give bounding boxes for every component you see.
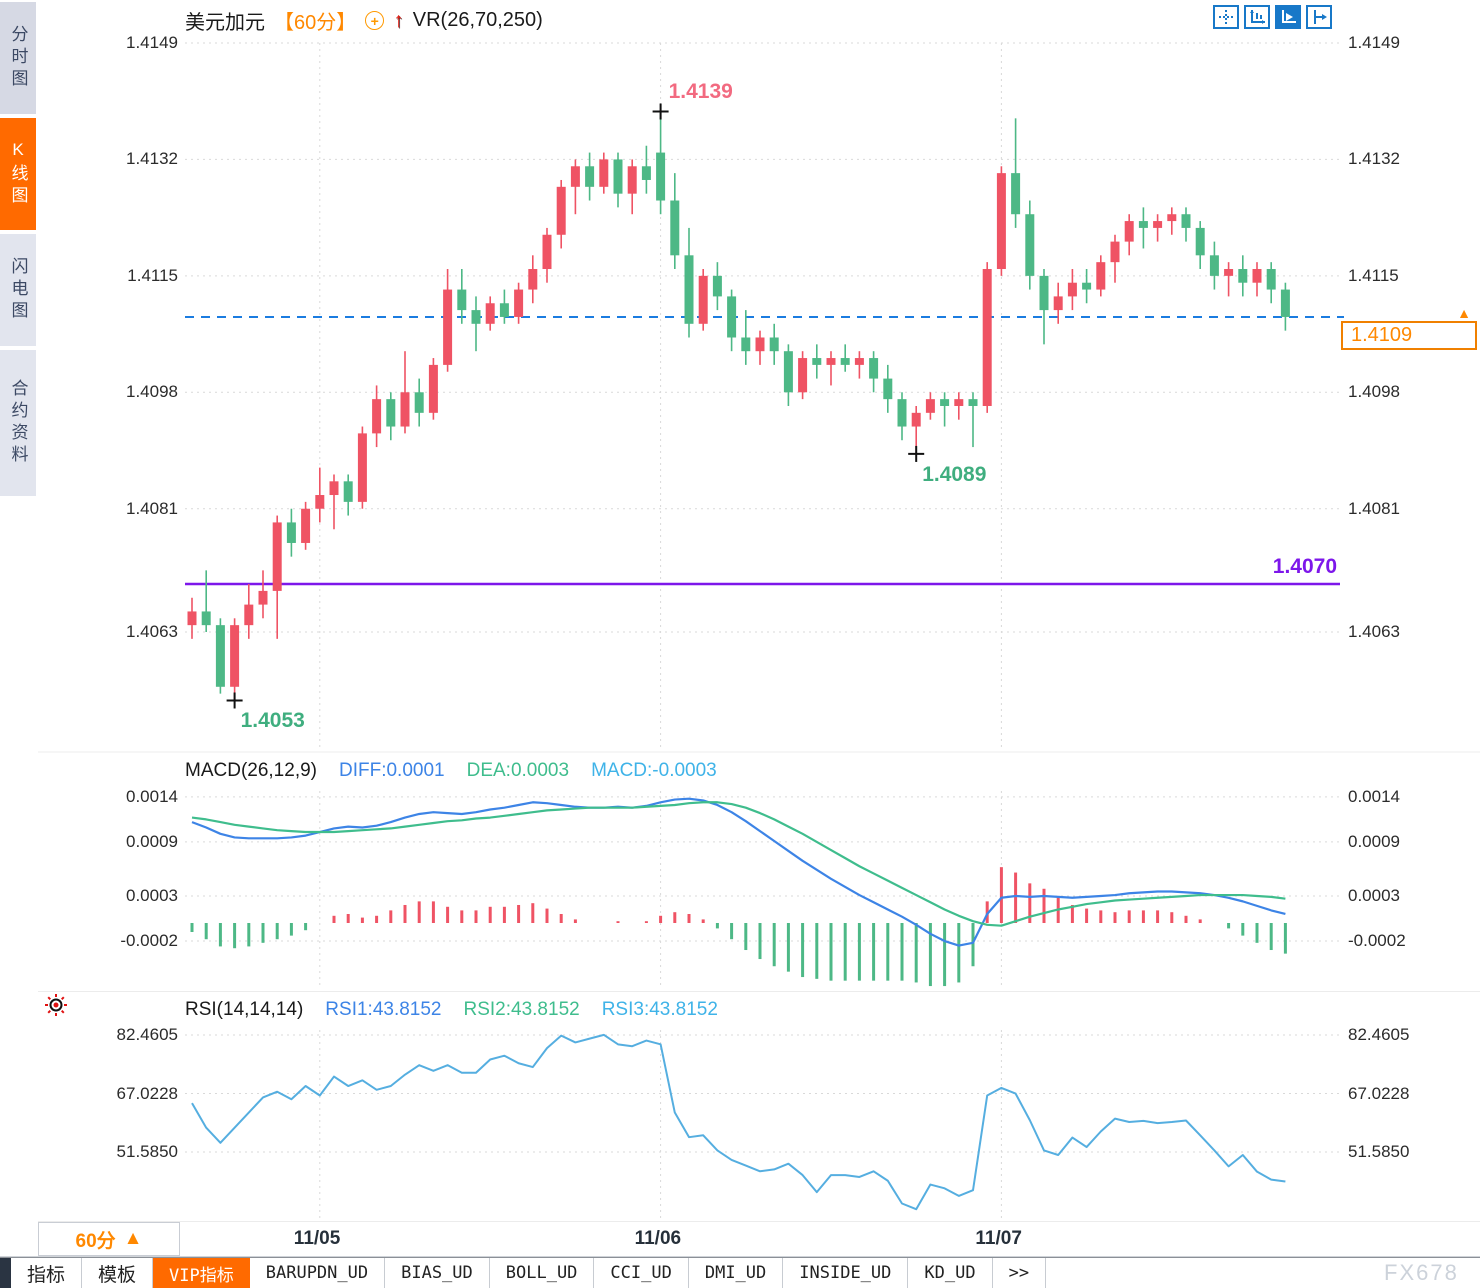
axis-tick-left: -0.0002: [120, 931, 178, 951]
extreme-markers: [226, 103, 925, 709]
timeframe-arrow-icon: ▲: [123, 1228, 143, 1249]
symbol-title: 美元加元: [185, 12, 265, 34]
rsi2-value: RSI2:43.8152: [463, 999, 580, 1020]
axis-zoom-icon[interactable]: [1244, 5, 1270, 29]
tab-指标[interactable]: 指标: [11, 1258, 83, 1288]
sidebar-item-label: 分时图: [8, 25, 28, 91]
macd-dea-line: [191, 801, 1286, 927]
tab-cci-ud[interactable]: CCI_UD: [594, 1258, 689, 1288]
axis-pointer-icon[interactable]: [1275, 5, 1301, 29]
axis-tick-right: 0.0003: [1348, 885, 1400, 905]
axis-tick-left: 82.4605: [116, 1025, 178, 1044]
low-price-label: 1.4053: [240, 709, 305, 733]
macd-macd-value: MACD:-0.0003: [591, 760, 717, 781]
timeframe-selector[interactable]: 60分 ▲: [38, 1222, 180, 1256]
macd-diff-line: [191, 797, 1286, 947]
support-line-price-label: 1.4070: [1272, 555, 1337, 579]
tab-dmi-ud[interactable]: DMI_UD: [689, 1258, 784, 1288]
axis-tick-left: 0.0003: [126, 885, 178, 905]
axis-tick-left: 0.0009: [126, 831, 178, 851]
axis-tick-left: 0.0014: [126, 786, 178, 806]
tab-boll-ud[interactable]: BOLL_UD: [490, 1258, 595, 1288]
sidebar-item-label: 合约资料: [8, 379, 28, 467]
macd-title: MACD(26,12,9): [185, 760, 317, 781]
indicator-tab-bar: 指标 模板 VIP指标 BARUPDN_UD BIAS_UD BOLL_UD CCI_UD D…: [0, 1257, 1480, 1288]
sidebar-item-label: 闪电图: [8, 257, 28, 323]
high-price-label: 1.4139: [668, 80, 733, 104]
price-level-lines: [185, 315, 1344, 586]
timeframe-label[interactable]: 【60分】: [274, 12, 357, 34]
axis-tick-left: 1.4132: [126, 149, 178, 169]
overlay-indicator-label: VR(26,70,250): [412, 9, 543, 31]
axis-tick-left: 1.4149: [126, 33, 178, 52]
axis-tick-left: 1.4115: [127, 265, 178, 285]
rsi-title: RSI(14,14,14): [185, 999, 304, 1020]
axis-tick-right: 0.0014: [1348, 786, 1400, 806]
axis-tick-right: 0.0009: [1348, 831, 1400, 851]
sidebar-item-3[interactable]: 闪电图: [0, 234, 36, 346]
candles-layer: [187, 111, 1290, 701]
tab-inside-ud[interactable]: INSIDE_UD: [783, 1258, 909, 1288]
macd-dea-value: DEA:0.0003: [466, 760, 570, 781]
current-price-value: 1.4109: [1351, 323, 1413, 346]
axis-tick-right: 51.5850: [1348, 1142, 1410, 1162]
timeframe-value: 60分: [75, 1230, 116, 1252]
alarm-icon[interactable]: [44, 993, 68, 1017]
rsi-header: RSI(14,14,14) RSI1:43.8152 RSI2:43.8152 …: [185, 999, 718, 1021]
sidebar-item-2[interactable]: K线图: [0, 118, 36, 230]
tab-bias-ud[interactable]: BIAS_UD: [385, 1258, 490, 1288]
rsi1-value: RSI1:43.8152: [325, 999, 442, 1020]
crosshair-move-icon[interactable]: [1213, 5, 1239, 29]
axis-tick-right: -0.0002: [1348, 931, 1406, 951]
chart-title-row: 美元加元 【60分】 + ↑ VR(26,70,250): [185, 6, 543, 35]
swing-low-price-label: 1.4089: [922, 462, 987, 486]
watermark: FX678: [1384, 1260, 1459, 1285]
date-label: 11/07: [975, 1228, 1022, 1249]
sidebar-item-label: K线图: [8, 140, 28, 208]
time-axis-row: 60分 ▲ 11/05 11/06 11/07: [0, 1222, 1480, 1257]
axis-tick-right: 1.4132: [1348, 149, 1400, 169]
sidebar-item-4[interactable]: 合约资料: [0, 350, 36, 496]
macd-diff-value: DIFF:0.0001: [339, 760, 445, 781]
tabbar-handle[interactable]: [0, 1258, 11, 1288]
tab-模板[interactable]: 模板: [82, 1258, 154, 1288]
axis-tick-left: 1.4098: [126, 382, 178, 402]
rsi-line: [191, 1033, 1286, 1211]
sidebar-item-1[interactable]: 分时图: [0, 2, 36, 114]
current-price-tag: 1.4109 ▲: [1341, 306, 1477, 350]
axis-tick-right: 1.4115: [1348, 265, 1399, 285]
collapse-right-icon[interactable]: [1306, 5, 1332, 29]
axis-tick-right: 1.4149: [1348, 33, 1400, 52]
macd-histogram-layer: [190, 867, 1287, 987]
date-label: 11/06: [634, 1228, 682, 1249]
add-indicator-icon[interactable]: +: [365, 11, 385, 30]
axis-tick-right: 1.4098: [1348, 382, 1400, 402]
chart-toolbar: [1213, 5, 1332, 29]
axis-tick-left: 1.4081: [126, 498, 178, 518]
axis-tick-left: 51.5850: [116, 1142, 178, 1162]
macd-header: MACD(26,12,9) DIFF:0.0001 DEA:0.0003 MAC…: [185, 760, 717, 782]
axis-tick-right: 82.4605: [1348, 1025, 1410, 1044]
axis-tick-right: 1.4081: [1348, 498, 1400, 518]
axis-tick-right: 1.4063: [1348, 621, 1400, 641]
axis-tick-left: 1.4063: [126, 621, 178, 641]
tab-vip指标[interactable]: VIP指标: [153, 1258, 250, 1288]
chart-type-sidebar: 分时图 K线图闪电图合约资料: [0, 0, 37, 496]
date-label: 11/05: [293, 1228, 341, 1249]
tab->>[interactable]: >>: [993, 1258, 1047, 1288]
rsi3-value: RSI3:43.8152: [601, 999, 718, 1020]
axis-tick-left: 67.0228: [116, 1083, 178, 1103]
tab-kd-ud[interactable]: KD_UD: [908, 1258, 993, 1288]
trend-up-arrow-icon: ↑: [393, 8, 404, 32]
axis-tick-right: 67.0228: [1348, 1083, 1410, 1103]
tab-barupdn-ud[interactable]: BARUPDN_UD: [250, 1258, 386, 1288]
price-up-arrow-icon: ▲: [1457, 304, 1471, 321]
